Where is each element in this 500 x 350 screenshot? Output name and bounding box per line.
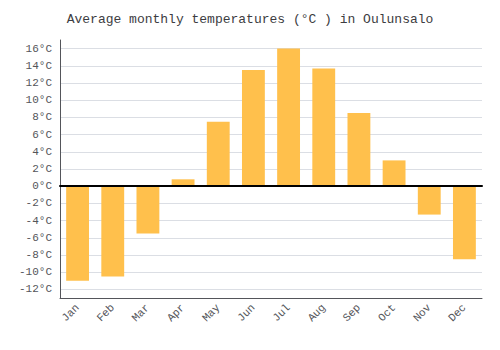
svg-text:0°C: 0°C <box>32 180 52 192</box>
svg-text:12°C: 12°C <box>26 77 53 89</box>
svg-text:Mar: Mar <box>130 302 152 324</box>
svg-text:16°C: 16°C <box>26 43 53 55</box>
svg-text:Oct: Oct <box>376 302 398 324</box>
svg-text:-10°C: -10°C <box>19 266 52 278</box>
svg-text:-6°C: -6°C <box>26 232 53 244</box>
svg-text:Jul: Jul <box>270 302 292 324</box>
svg-text:Nov: Nov <box>411 301 434 324</box>
svg-text:Aug: Aug <box>306 302 328 324</box>
svg-text:Dec: Dec <box>446 302 468 324</box>
svg-text:4°C: 4°C <box>32 146 52 158</box>
svg-text:Feb: Feb <box>95 302 117 324</box>
svg-text:-8°C: -8°C <box>26 249 53 261</box>
svg-text:-12°C: -12°C <box>19 283 52 295</box>
svg-text:Apr: Apr <box>165 302 187 324</box>
svg-text:6°C: 6°C <box>32 129 52 141</box>
svg-text:8°C: 8°C <box>32 111 52 123</box>
svg-text:Sep: Sep <box>341 302 363 324</box>
svg-text:-4°C: -4°C <box>26 215 53 227</box>
svg-text:Jan: Jan <box>59 302 81 324</box>
svg-text:May: May <box>200 301 223 324</box>
svg-text:10°C: 10°C <box>26 94 53 106</box>
svg-text:14°C: 14°C <box>26 60 53 72</box>
svg-text:Average monthly temperatures (: Average monthly temperatures (°C ) in Ou… <box>67 12 434 27</box>
svg-text:-2°C: -2°C <box>26 197 53 209</box>
svg-text:Jun: Jun <box>235 302 257 324</box>
svg-text:2°C: 2°C <box>32 163 52 175</box>
